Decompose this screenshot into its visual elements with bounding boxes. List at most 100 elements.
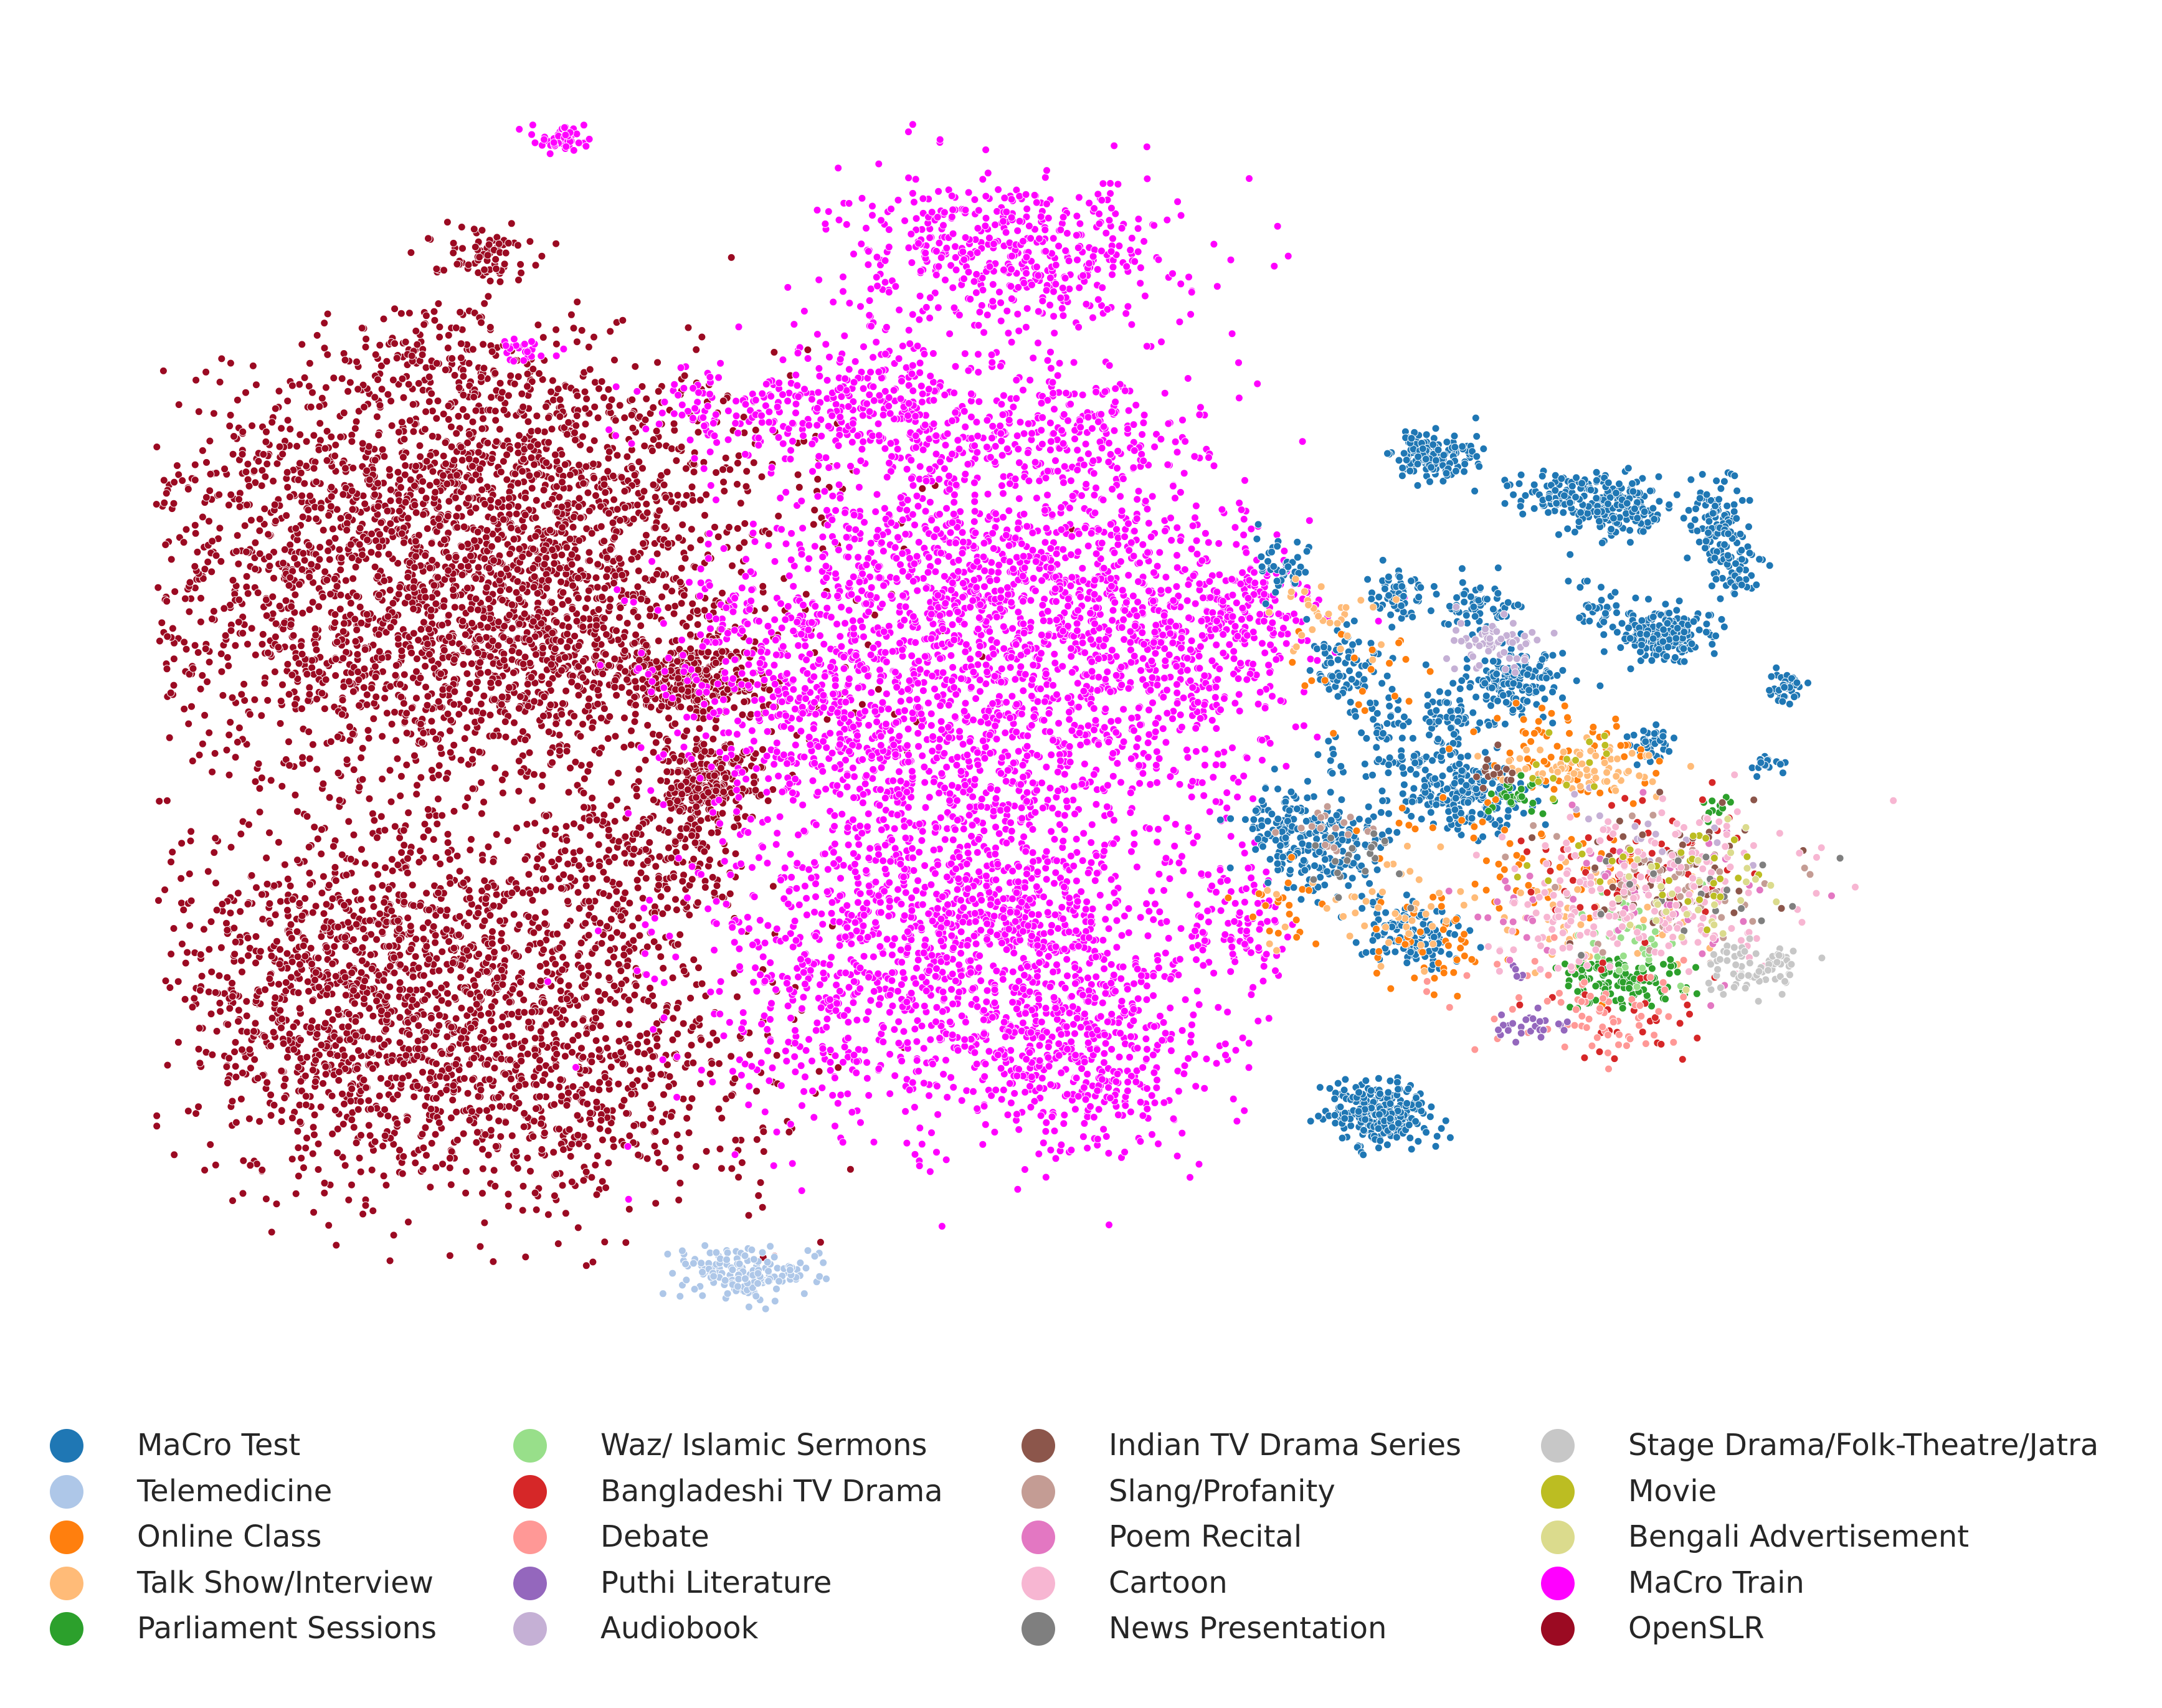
point (504, 1202, 513, 1210)
point (431, 488, 440, 496)
point (435, 1011, 444, 1020)
point (295, 580, 303, 589)
point (728, 1091, 736, 1100)
point (452, 553, 460, 561)
point (353, 592, 361, 600)
point (536, 977, 545, 985)
point (531, 1188, 539, 1197)
point (567, 678, 576, 686)
point (559, 953, 567, 962)
point (197, 972, 206, 980)
point (363, 536, 372, 544)
point (541, 919, 549, 928)
point (610, 495, 619, 504)
point (396, 833, 404, 842)
point (521, 511, 529, 520)
point (295, 459, 304, 468)
point (333, 1149, 342, 1157)
point (409, 901, 418, 910)
point (244, 460, 252, 468)
point (287, 620, 295, 629)
point (627, 410, 636, 419)
point (485, 989, 493, 997)
point (343, 756, 351, 764)
point (354, 385, 363, 394)
point (563, 897, 572, 906)
point (489, 857, 498, 866)
point (528, 981, 536, 990)
point (498, 1022, 506, 1031)
point (607, 396, 616, 404)
point (167, 858, 175, 866)
point (425, 481, 434, 490)
point (366, 951, 375, 959)
point (424, 692, 432, 701)
point (563, 430, 571, 439)
point (479, 1043, 488, 1051)
point (188, 1003, 197, 1012)
point (643, 1038, 652, 1046)
point (196, 986, 204, 995)
point (494, 498, 503, 507)
point (580, 774, 589, 783)
point (230, 950, 239, 959)
point (305, 359, 314, 368)
point (199, 925, 208, 934)
point (368, 809, 377, 818)
point (531, 532, 540, 541)
point (728, 1164, 736, 1173)
point (514, 1081, 523, 1090)
point (481, 1130, 490, 1139)
point (523, 382, 531, 391)
point (581, 604, 590, 612)
point (308, 997, 317, 1005)
point (255, 549, 264, 558)
point (585, 695, 594, 703)
point (369, 1207, 377, 1215)
point (457, 756, 465, 764)
point (613, 795, 621, 804)
point (306, 491, 315, 500)
point (205, 728, 214, 737)
point (465, 894, 474, 903)
point (386, 766, 394, 775)
point (427, 1139, 436, 1147)
point (194, 407, 203, 416)
point (558, 1181, 567, 1190)
point (239, 427, 247, 436)
point (161, 886, 169, 894)
point (445, 1065, 453, 1073)
point (397, 483, 405, 491)
point (607, 802, 615, 810)
point (270, 1101, 278, 1109)
point (600, 480, 609, 489)
point (209, 607, 218, 615)
point (197, 594, 205, 602)
point (536, 939, 544, 947)
point (308, 598, 317, 607)
point (207, 918, 216, 926)
point (369, 1012, 377, 1020)
point (375, 647, 384, 656)
point (267, 1111, 275, 1120)
point (414, 1022, 423, 1030)
point (490, 556, 498, 565)
point (592, 1190, 601, 1199)
point (463, 921, 472, 930)
point (222, 746, 231, 754)
point (306, 880, 315, 889)
point (291, 591, 300, 599)
point (618, 571, 627, 579)
point (432, 1060, 440, 1068)
point (305, 728, 313, 736)
point (681, 464, 690, 473)
point (445, 497, 453, 506)
point (367, 1048, 376, 1057)
point (443, 709, 452, 718)
point (366, 1131, 374, 1140)
point (481, 1035, 490, 1044)
point (696, 536, 705, 544)
point (643, 942, 652, 951)
point (816, 1238, 825, 1246)
point (490, 1064, 499, 1073)
